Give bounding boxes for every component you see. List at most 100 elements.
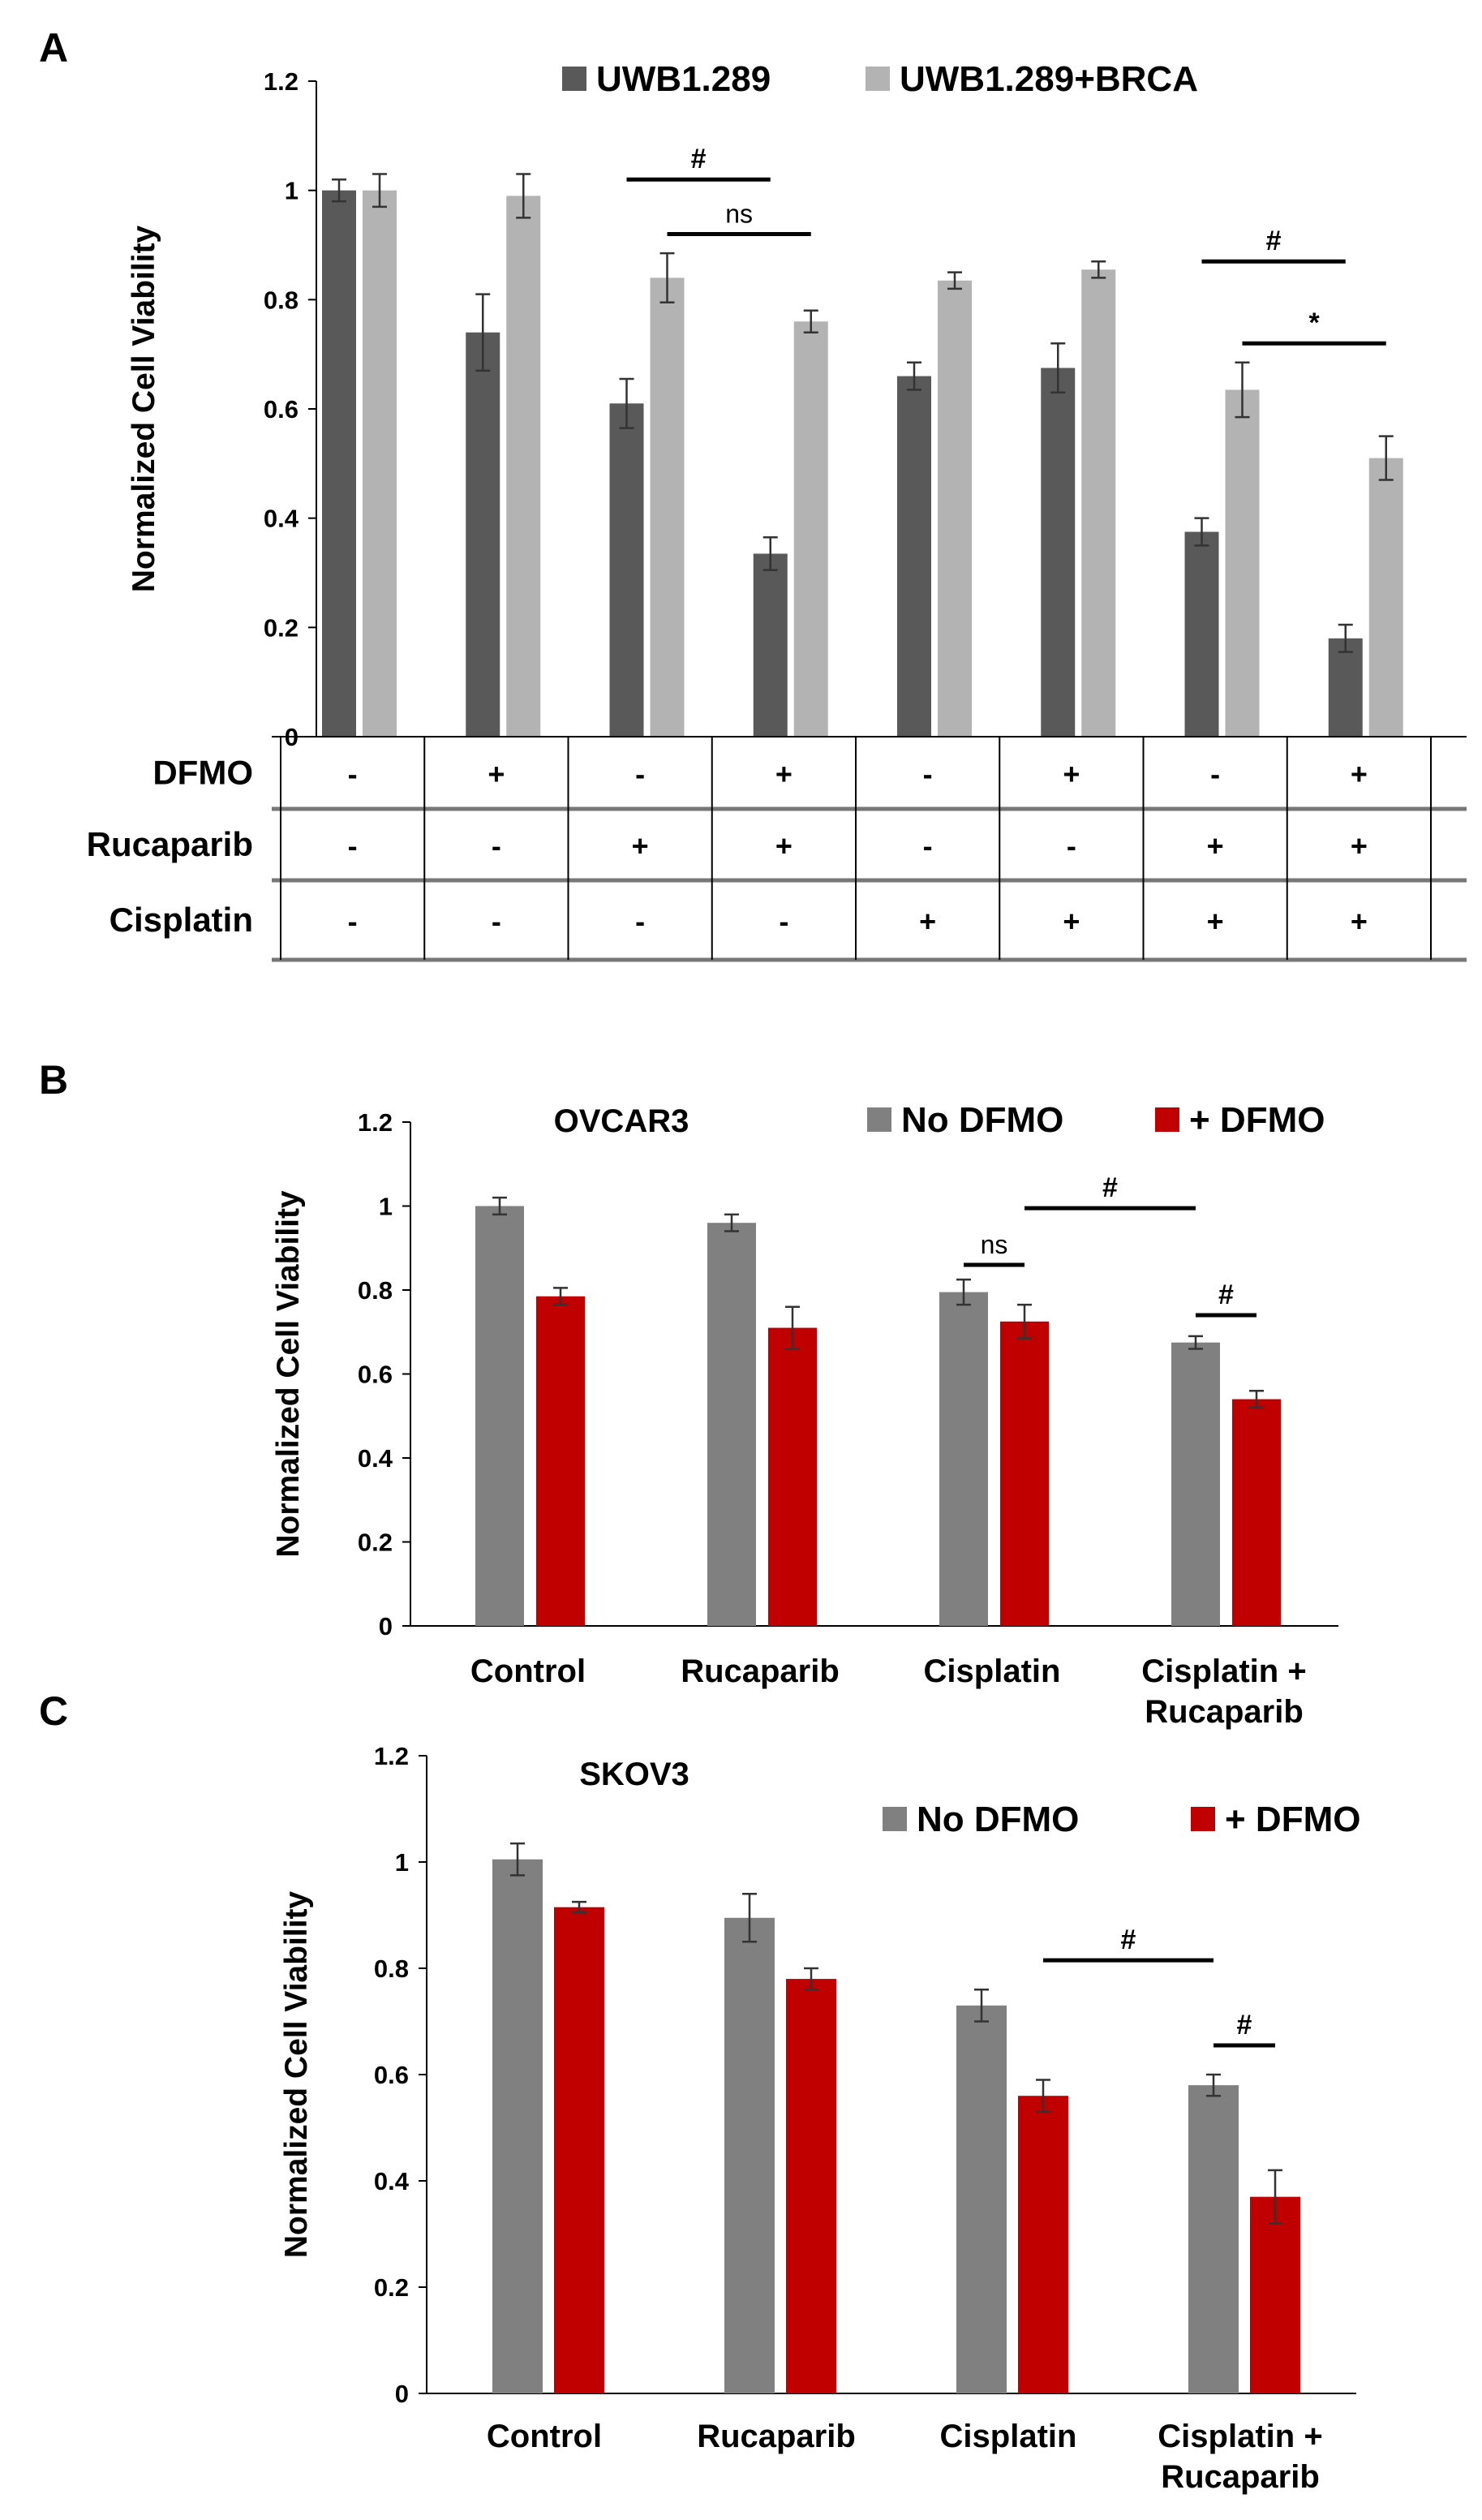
bar-series2 [536, 1296, 585, 1626]
y-tick-label: 0.2 [358, 1529, 393, 1557]
significance-label: # [1237, 2010, 1252, 2041]
bar-series1 [322, 190, 356, 737]
y-axis-label: Normalized Cell Viability [127, 226, 161, 593]
table-sign: - [492, 829, 501, 862]
y-tick-label: 0.6 [264, 395, 299, 424]
legend-swatch [1155, 1107, 1179, 1132]
table-sign: - [348, 905, 358, 938]
bar-series1 [897, 376, 931, 737]
chart-b-title: OVCAR3 [554, 1103, 689, 1139]
table-sign: + [775, 758, 793, 791]
y-axis-label: Normalized Cell Viability [279, 1891, 314, 2259]
x-tick-label: Rucaparib [1161, 2459, 1320, 2495]
y-tick-label: 0 [395, 2380, 409, 2408]
x-tick-label: Rucaparib [681, 1653, 840, 1689]
significance-label: ns [725, 200, 753, 229]
bar-series1 [1188, 2085, 1239, 2393]
x-tick-label: Cisplatin [924, 1653, 1061, 1689]
legend-swatch [883, 1807, 907, 1831]
bar-series1 [1184, 531, 1219, 737]
legend-label: UWB1.289 [596, 59, 771, 99]
table-sign: - [923, 758, 933, 791]
table-row-label: Cisplatin [110, 901, 253, 939]
chart-c-title: SKOV3 [579, 1757, 689, 1792]
y-axis-label: Normalized Cell Viability [271, 1190, 306, 1558]
y-tick-label: 1.2 [374, 1742, 409, 1770]
legend-swatch [1191, 1807, 1215, 1831]
bar-series1 [492, 1859, 543, 2393]
y-tick-label: 0.4 [264, 505, 299, 533]
bar-series1 [707, 1223, 756, 1626]
legend-label: + DFMO [1225, 1800, 1360, 1839]
significance-label: # [1102, 1172, 1118, 1203]
y-tick-label: 1.2 [358, 1108, 393, 1137]
table-sign: + [1351, 829, 1368, 862]
panel-letter-a: A [39, 25, 68, 71]
legend-label: + DFMO [1189, 1100, 1325, 1140]
y-tick-label: 0.2 [374, 2273, 409, 2302]
bar-series1 [1171, 1342, 1220, 1626]
legend-label: No DFMO [917, 1800, 1079, 1839]
bar-series1 [466, 332, 500, 737]
x-tick-label: Rucaparib [1145, 1694, 1304, 1730]
y-tick-label: 0.8 [358, 1276, 393, 1305]
significance-label: # [1121, 1924, 1136, 1955]
legend-swatch [866, 67, 890, 91]
bar-series2 [1250, 2196, 1300, 2393]
table-sign: - [635, 758, 645, 791]
significance-label: * [1309, 307, 1321, 338]
bar-series2 [1232, 1399, 1281, 1626]
table-sign: - [492, 905, 501, 938]
bar-series2 [506, 196, 541, 737]
table-sign: + [1351, 758, 1368, 791]
bar-series2 [1368, 458, 1403, 737]
bar-series2 [363, 190, 397, 737]
y-tick-label: 0.2 [264, 613, 299, 642]
bar-series2 [1018, 2096, 1068, 2393]
bar-series2 [554, 1907, 604, 2393]
x-tick-label: Rucaparib [697, 2419, 856, 2454]
table-sign: + [488, 758, 505, 791]
bar-series1 [956, 2005, 1007, 2393]
significance-label: ns [981, 1230, 1008, 1259]
y-tick-label: 1.2 [264, 67, 299, 96]
table-sign: - [348, 829, 358, 862]
bar-series2 [938, 280, 972, 737]
table-sign: - [635, 905, 645, 938]
y-tick-label: 1 [285, 177, 299, 205]
y-tick-label: 0.4 [358, 1444, 393, 1473]
table-sign: + [632, 829, 649, 862]
y-tick-label: 1 [379, 1193, 393, 1221]
table-sign: + [1063, 758, 1080, 791]
table-row-label: DFMO [152, 754, 253, 792]
table-row-label: Rucaparib [87, 825, 253, 863]
table-sign: - [348, 758, 358, 791]
bar-series2 [1000, 1321, 1049, 1626]
chart-c: 0 0.2 0.4 0.6 0.8 1 1.2 Normalized Cell Viabili… [279, 1742, 1360, 2495]
bar-series2 [1081, 269, 1116, 737]
x-tick-label: Cisplatin [940, 2419, 1077, 2454]
table-sign: + [1063, 905, 1080, 938]
table-sign: + [1207, 905, 1224, 938]
y-tick-label: 1 [395, 1848, 409, 1877]
y-tick-label: 0 [379, 1612, 393, 1641]
bar-series1 [475, 1206, 524, 1626]
bar-series2 [793, 321, 828, 737]
significance-label: # [1218, 1279, 1234, 1310]
x-tick-label: Cisplatin + [1158, 2419, 1322, 2454]
table-sign: + [919, 905, 936, 938]
bar-series2 [1225, 389, 1260, 737]
bar-series2 [786, 1979, 836, 2393]
table-sign: + [1207, 829, 1224, 862]
x-tick-label: Cisplatin + [1141, 1653, 1306, 1689]
table-sign: + [775, 829, 793, 862]
bar-series2 [768, 1327, 817, 1626]
significance-label: # [1266, 226, 1282, 256]
bar-series1 [753, 553, 788, 737]
legend-label: No DFMO [901, 1100, 1063, 1140]
legend-swatch [867, 1107, 891, 1132]
x-tick-label: Control [487, 2419, 602, 2454]
significance-label: # [691, 144, 707, 174]
